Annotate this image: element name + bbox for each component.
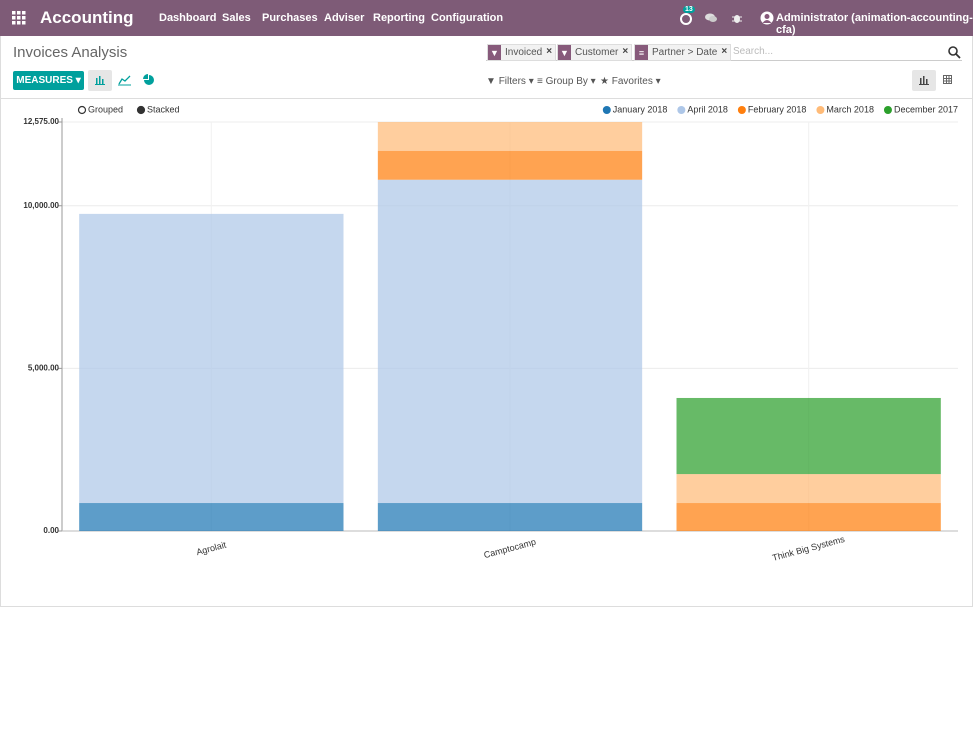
measures-button[interactable]: MEASURES ▾ xyxy=(13,71,84,90)
graph-view-button[interactable] xyxy=(912,70,936,91)
x-tick-label: Think Big Systems xyxy=(771,534,846,563)
filters-label: Filters xyxy=(498,76,526,87)
bar xyxy=(676,474,941,504)
bar xyxy=(676,397,941,475)
legend-swatch xyxy=(602,106,611,114)
mode-label: Grouped xyxy=(88,104,123,114)
legend-label: March 2018 xyxy=(826,104,874,114)
search-facet[interactable]: ▼ Invoiced × xyxy=(487,44,557,61)
legend-item[interactable]: March 2018 xyxy=(816,104,874,114)
menu-item[interactable]: Adviser xyxy=(324,12,365,24)
bar xyxy=(377,122,643,151)
menu-item[interactable]: Configuration xyxy=(431,12,504,24)
radio xyxy=(136,105,146,115)
measures-label: MEASURES xyxy=(16,75,73,86)
search-icon[interactable] xyxy=(948,46,961,59)
legend-item[interactable]: January 2018 xyxy=(602,104,668,114)
bar xyxy=(79,213,344,504)
y-tick-label: 12,575.00 xyxy=(23,117,59,126)
chart: 0.00 5,000.00 10,000.00 12,575.00 Agrolait Ca… xyxy=(23,104,958,563)
menu-item[interactable]: Sales xyxy=(222,12,251,24)
search-facet[interactable]: ≡ Partner > Date × xyxy=(634,44,732,61)
avatar[interactable] xyxy=(760,11,774,25)
search-placeholder[interactable]: Search... xyxy=(733,46,774,57)
menu-item[interactable]: Reporting xyxy=(373,12,425,24)
chat-icon[interactable] xyxy=(704,12,718,24)
navbar: Accounting Dashboard Sales Purchases Adv… xyxy=(0,0,973,36)
search-facet[interactable]: ▼ Customer × xyxy=(557,44,633,61)
mode-label: Stacked xyxy=(147,104,180,114)
radio xyxy=(77,105,87,115)
debug-icon[interactable] xyxy=(731,12,743,24)
legend-item[interactable]: December 2017 xyxy=(883,104,958,114)
menu-item[interactable]: Purchases xyxy=(262,12,318,24)
legend-label: April 2018 xyxy=(687,104,728,114)
legend-item[interactable]: April 2018 xyxy=(677,104,728,114)
x-tick-label: Camptocamp xyxy=(483,537,537,561)
facet-label: Invoiced xyxy=(505,47,543,58)
view-title: Invoices Analysis xyxy=(13,44,128,61)
favorites-menu[interactable]: ★ Favorites ▾ xyxy=(600,76,661,87)
legend-swatch xyxy=(737,106,746,114)
group-by-label: Group By xyxy=(545,76,588,87)
mode-option[interactable]: Grouped xyxy=(77,104,124,115)
legend-label: February 2018 xyxy=(748,104,807,114)
line-chart-button[interactable] xyxy=(118,74,132,86)
filters-menu[interactable]: ▼ Filters ▾ xyxy=(486,76,534,87)
y-tick-label: 10,000.00 xyxy=(23,201,59,210)
legend-swatch xyxy=(883,106,892,114)
legend-swatch xyxy=(677,106,686,114)
facet-label: Partner > Date xyxy=(652,47,718,58)
facet-label: Customer xyxy=(575,47,619,58)
bar xyxy=(377,150,643,180)
legend-label: December 2017 xyxy=(894,104,958,114)
legend-label: January 2018 xyxy=(613,104,668,114)
group-by-menu[interactable]: ≡ Group By ▾ xyxy=(537,76,596,87)
divider xyxy=(0,98,973,99)
mode-option[interactable]: Stacked xyxy=(136,104,180,115)
bar xyxy=(676,503,941,531)
x-tick-label: Agrolait xyxy=(195,539,228,557)
bar xyxy=(377,179,643,504)
user-name[interactable]: Administrator (animation-accounting-cfa) xyxy=(776,12,973,36)
pie-chart-button[interactable] xyxy=(143,74,155,86)
y-tick-label: 0.00 xyxy=(43,526,59,535)
activity-icon[interactable] xyxy=(678,8,698,28)
app-name[interactable]: Accounting xyxy=(40,8,134,27)
bar xyxy=(377,503,643,531)
legend-swatch xyxy=(816,106,825,114)
favorites-label: Favorites xyxy=(611,76,653,87)
notification-badge: 13 xyxy=(683,6,695,13)
apps-icon[interactable] xyxy=(12,11,26,25)
pivot-view-button[interactable] xyxy=(943,75,953,85)
legend-item[interactable]: February 2018 xyxy=(737,104,807,114)
y-tick-label: 5,000.00 xyxy=(28,363,60,372)
bar-chart-button[interactable] xyxy=(88,70,112,91)
bar xyxy=(79,503,344,531)
menu-item[interactable]: Dashboard xyxy=(159,12,217,24)
